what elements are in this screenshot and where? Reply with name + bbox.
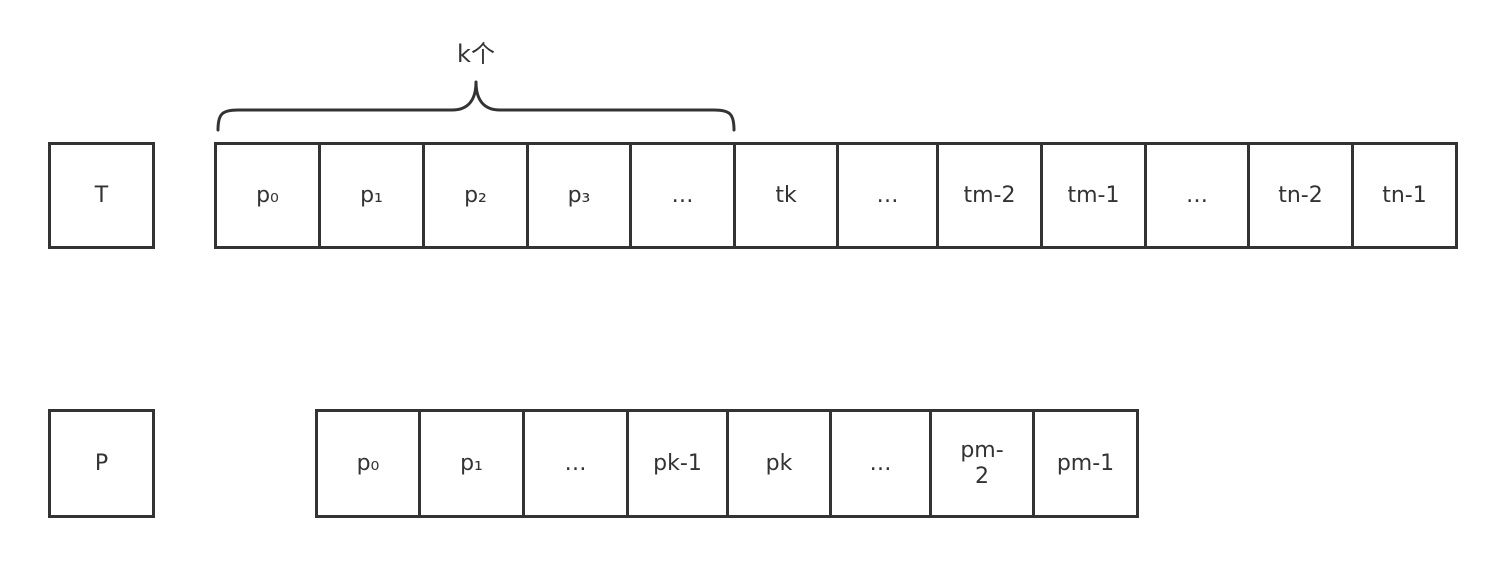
row-t-label: T (94, 182, 109, 208)
curly-brace-icon (216, 80, 736, 132)
row-p-cell-text: pk (765, 450, 793, 476)
row-t-cell-text: tn-2 (1278, 182, 1323, 208)
row-p-cell-text: pm-1 (1056, 450, 1115, 476)
row-t-cell: tk (736, 142, 839, 249)
row-t-cell: tn-2 (1250, 142, 1354, 249)
row-t-cell: tm-2 (939, 142, 1043, 249)
row-t-cell: p₃ (529, 142, 632, 249)
row-t-cell: … (632, 142, 736, 249)
row-p-label-box: P (48, 409, 155, 518)
row-p-cell: pk-1 (629, 409, 729, 518)
row-t-cell-text: … (1186, 182, 1208, 208)
row-p-cell: pm- 2 (932, 409, 1035, 518)
row-t-cell-text: tk (775, 182, 797, 208)
row-p-cell-text: p₁ (460, 450, 483, 476)
brace-label: k个 (457, 40, 495, 68)
row-p-cell: p₀ (315, 409, 421, 518)
row-t-cell: p₀ (214, 142, 321, 249)
curly-brace-path (216, 80, 736, 132)
row-t-cell: p₂ (425, 142, 529, 249)
row-t-cell-text: p₂ (464, 182, 487, 208)
row-p-cell: … (525, 409, 629, 518)
row-t-cell-text: tm-2 (963, 182, 1016, 208)
row-t-cell-text: … (671, 182, 694, 208)
row-t-cell: p₁ (321, 142, 425, 249)
row-p-cell-text: pk-1 (653, 450, 702, 476)
row-t-cell-text: p₁ (360, 182, 383, 208)
row-p-label: P (94, 450, 109, 476)
row-t-cell: tn-1 (1354, 142, 1458, 249)
row-t-cell-text: tn-1 (1382, 182, 1427, 208)
row-t-label-box: T (48, 142, 155, 249)
row-p-cell-text: pm- 2 (960, 437, 1004, 489)
row-p-cell: p₁ (421, 409, 525, 518)
row-t-cell: … (1147, 142, 1250, 249)
row-t-cell-text: p₃ (567, 182, 591, 208)
row-t-cell-text: … (876, 182, 899, 208)
row-p-cell: … (832, 409, 932, 518)
row-t-cell-text: p₀ (256, 182, 279, 208)
row-p-cell: pk (729, 409, 832, 518)
row-p-cell-text: … (869, 450, 892, 476)
row-t-cell: tm-1 (1043, 142, 1147, 249)
row-t-cell-text: tm-1 (1067, 182, 1120, 208)
row-t-cell: … (839, 142, 939, 249)
row-p-cell: pm-1 (1035, 409, 1139, 518)
row-p-cell-text: p₀ (356, 450, 380, 476)
row-p-cell-text: … (564, 450, 587, 476)
